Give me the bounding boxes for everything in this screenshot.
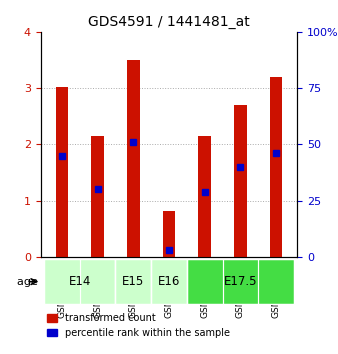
- FancyBboxPatch shape: [187, 259, 294, 304]
- Bar: [56, 87, 68, 257]
- Bar: [234, 105, 247, 257]
- Bar: [198, 136, 211, 257]
- Bar: [270, 77, 282, 257]
- Legend: transformed count, percentile rank within the sample: transformed count, percentile rank withi…: [45, 311, 232, 340]
- Title: GDS4591 / 1441481_at: GDS4591 / 1441481_at: [88, 16, 250, 29]
- FancyBboxPatch shape: [44, 259, 116, 304]
- Bar: [163, 211, 175, 257]
- Text: E15: E15: [122, 275, 144, 288]
- Bar: [91, 136, 104, 257]
- Bar: [127, 60, 140, 257]
- Text: E16: E16: [158, 275, 180, 288]
- Text: E17.5: E17.5: [224, 275, 257, 288]
- Text: E14: E14: [69, 275, 91, 288]
- FancyBboxPatch shape: [151, 259, 187, 304]
- FancyBboxPatch shape: [116, 259, 151, 304]
- Text: age: age: [17, 277, 41, 287]
